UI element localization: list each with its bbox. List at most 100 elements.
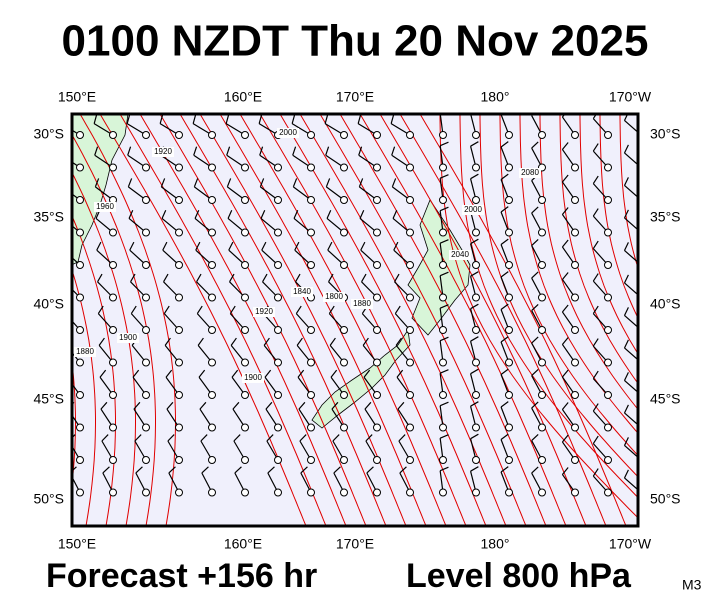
barb-feather xyxy=(228,241,234,251)
barb-station xyxy=(604,488,612,497)
barb-station xyxy=(538,261,546,269)
barb-feather xyxy=(267,466,275,474)
barb-station xyxy=(373,488,381,497)
contour-line xyxy=(79,114,176,526)
barb-feather xyxy=(295,273,301,283)
barb-feather xyxy=(398,434,406,442)
barb-station xyxy=(439,326,447,334)
contour-label: 1880 xyxy=(353,299,371,308)
barb-feather xyxy=(623,437,629,446)
barb-station xyxy=(109,131,117,139)
barb-station xyxy=(472,391,480,399)
barb-staff xyxy=(624,217,638,231)
lat-label-right: 40°S xyxy=(650,296,681,312)
barb-feather xyxy=(164,337,171,346)
barb-feather xyxy=(592,468,599,477)
barb-station xyxy=(571,196,579,204)
contour-line xyxy=(680,100,711,538)
barb-feather xyxy=(470,368,479,375)
barb-station xyxy=(109,456,117,464)
barb-feather xyxy=(592,208,599,217)
barb-feather xyxy=(232,401,240,410)
barb-feather xyxy=(300,466,308,474)
barb-feather xyxy=(358,178,364,188)
barb-station xyxy=(439,228,447,237)
barb-station xyxy=(307,228,315,237)
barb-station xyxy=(472,261,480,269)
barb-station xyxy=(142,488,150,497)
contour-line xyxy=(0,100,56,538)
barb-station xyxy=(406,196,414,204)
lat-label-right: 50°S xyxy=(650,491,681,507)
barb-feather xyxy=(331,401,339,410)
barb-feather xyxy=(135,466,143,474)
barb-feather xyxy=(226,146,231,156)
barb-feather xyxy=(531,368,539,377)
barb-feather xyxy=(134,434,142,442)
barb-feather xyxy=(93,114,98,124)
barb-feather xyxy=(198,369,206,378)
barb-station xyxy=(241,196,249,204)
barb-feather xyxy=(561,467,569,475)
barb-station xyxy=(571,131,579,139)
barb-feather xyxy=(366,466,374,474)
title: 0100 NZDT Thu 20 Nov 2025 xyxy=(62,17,649,66)
barb-feather xyxy=(159,114,164,124)
barb-station xyxy=(538,326,546,334)
contour-line xyxy=(579,114,638,355)
barb-feather xyxy=(592,143,599,152)
barb-station xyxy=(439,456,447,464)
barb-feather xyxy=(623,469,629,479)
barb-feather xyxy=(500,238,509,245)
barb-station xyxy=(571,488,579,497)
contour-label-box xyxy=(462,205,484,215)
barb-station xyxy=(571,391,579,399)
contour-line xyxy=(0,100,36,538)
barb-feather xyxy=(230,337,237,346)
contour-label: 1920 xyxy=(255,307,273,316)
barb-station xyxy=(439,391,447,399)
barb-station xyxy=(472,358,480,367)
barb-feather xyxy=(394,273,400,283)
contour-label: 1960 xyxy=(96,202,114,211)
barb-station xyxy=(604,131,612,139)
barb-feather xyxy=(531,336,539,344)
barb-staff xyxy=(624,315,638,329)
barb-feather xyxy=(395,337,402,346)
barb-station xyxy=(241,261,249,269)
lon-label-top: 170°E xyxy=(336,89,374,105)
contour-label-box xyxy=(152,147,174,157)
barb-feather xyxy=(229,305,236,314)
barb-station xyxy=(175,488,183,497)
barb-feather xyxy=(330,369,338,378)
barb-station xyxy=(340,423,348,432)
barb-staff xyxy=(624,250,638,264)
barb-feather xyxy=(166,401,174,410)
barb-feather xyxy=(160,178,166,188)
barb-feather xyxy=(94,146,99,156)
barb-station xyxy=(373,261,381,269)
barb-station xyxy=(274,488,282,497)
barb-feather xyxy=(561,239,569,248)
barb-feather xyxy=(130,305,137,314)
barb-feather xyxy=(561,174,569,183)
barb-station xyxy=(175,358,183,367)
barb-station xyxy=(142,163,150,172)
barb-station xyxy=(175,326,183,334)
barb-station xyxy=(208,261,216,269)
barb-station xyxy=(274,391,282,399)
barb-station xyxy=(538,228,546,237)
barb-station xyxy=(340,488,348,497)
wind-barbs xyxy=(72,114,638,497)
barb-feather xyxy=(561,304,569,313)
barb-station xyxy=(307,196,315,204)
forecast-label: Forecast +156 hr xyxy=(46,557,317,595)
contour-line xyxy=(459,114,638,499)
barb-station xyxy=(307,358,315,367)
barb-feather xyxy=(592,338,599,347)
barb-station xyxy=(274,456,282,464)
barb-feather xyxy=(623,209,629,219)
barb-feather xyxy=(623,242,629,251)
barb-feather xyxy=(623,307,629,316)
